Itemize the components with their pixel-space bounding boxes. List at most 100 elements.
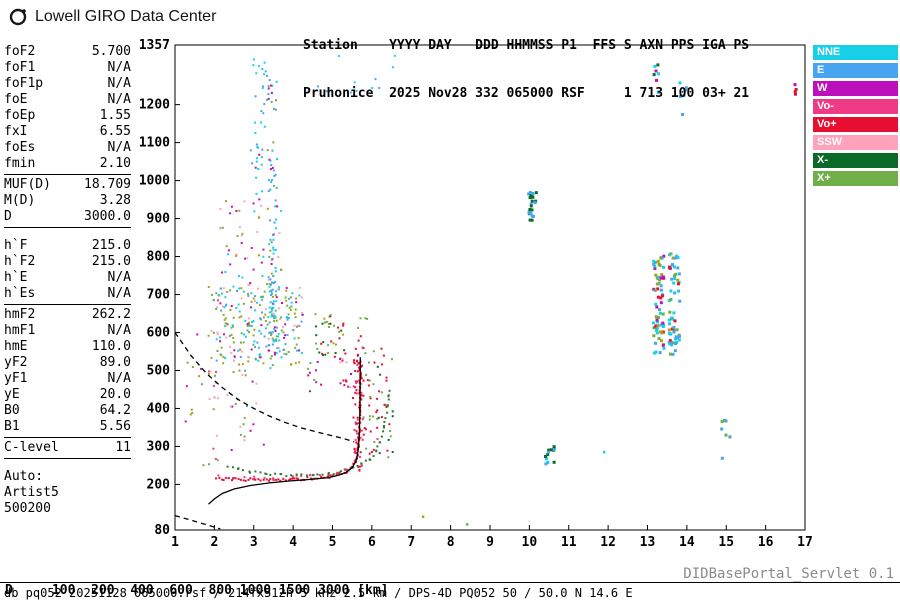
- param-row-fof2: foF2 5.700: [4, 44, 131, 60]
- svg-text:14: 14: [679, 535, 695, 550]
- svg-text:300: 300: [147, 439, 171, 454]
- param-row-foe: foE N/A: [4, 92, 131, 108]
- param-value: 262.2: [91, 307, 131, 322]
- svg-text:80: 80: [154, 523, 170, 538]
- svg-text:5: 5: [329, 535, 337, 550]
- param-value: N/A: [107, 270, 131, 285]
- param-row-auto: Auto:: [4, 469, 131, 485]
- svg-text:17: 17: [797, 535, 813, 550]
- muf-distance-table: D 100 200 400 600 800 1000 1500 3000 [km…: [5, 551, 396, 600]
- svg-text:13: 13: [640, 535, 656, 550]
- param-row-hf: h`F 215.0: [4, 238, 131, 254]
- param-value: N/A: [107, 60, 131, 75]
- status-line: db pq052 20251128 065000.rsf / 214fx512h…: [4, 586, 633, 600]
- param-value: N/A: [107, 371, 131, 386]
- svg-text:900: 900: [147, 212, 171, 227]
- param-value: 1.55: [99, 108, 131, 123]
- param-value: 110.0: [91, 339, 131, 354]
- param-label: foF1: [4, 60, 36, 75]
- svg-text:16: 16: [758, 535, 774, 550]
- legend-item-w: W: [813, 81, 898, 96]
- param-label: h`F2: [4, 254, 36, 269]
- legend-item-vo: Vo-: [813, 99, 898, 114]
- param-value: 18.709: [84, 177, 131, 192]
- param-label: h`Es: [4, 286, 36, 301]
- param-label: fxI: [4, 124, 28, 139]
- param-row-fof1: foF1 N/A: [4, 60, 131, 76]
- legend-item-ssw: SSW: [813, 135, 898, 150]
- param-label: Artist5: [4, 485, 59, 500]
- param-row-hme: hmE 110.0: [4, 339, 131, 355]
- param-value: 2.10: [99, 156, 131, 171]
- svg-text:9: 9: [486, 535, 494, 550]
- station-header: Station YYYY DAY DDD HHMMSS P1 FFS S AXN…: [303, 6, 749, 134]
- svg-text:600: 600: [147, 326, 171, 341]
- param-label: h`F: [4, 238, 28, 253]
- param-label: foF1p: [4, 76, 44, 91]
- param-row-md: M(D) 3.28: [4, 193, 131, 209]
- giro-logo-text: Lowell GIRO Data Center: [35, 8, 217, 25]
- param-value: 3000.0: [84, 209, 131, 224]
- param-label: D: [4, 209, 12, 224]
- param-divider: [4, 174, 131, 175]
- param-divider: [4, 227, 131, 228]
- servlet-version: DIDBasePortal_Servlet 0.1: [683, 566, 894, 582]
- param-label: foE: [4, 92, 28, 107]
- param-value: N/A: [107, 76, 131, 91]
- footer-divider: [0, 582, 900, 583]
- param-row-hmf2: hmF2 262.2: [4, 307, 131, 323]
- legend-item-x: X-: [813, 153, 898, 168]
- legend-item-x: X+: [813, 171, 898, 186]
- legend-item-e: E: [813, 63, 898, 78]
- param-label: fmin: [4, 156, 36, 171]
- station-header-line2: Pruhonice 2025 Nov28 332 065000 RSF 1 71…: [303, 86, 750, 101]
- param-row-fmin: fmin 2.10: [4, 156, 131, 172]
- param-row-clevel: C-level 11: [4, 440, 131, 456]
- param-label: yE: [4, 387, 20, 402]
- param-row-artist5: Artist5: [4, 485, 131, 501]
- svg-text:15: 15: [718, 535, 734, 550]
- param-row-500200: 500200: [4, 501, 131, 517]
- param-divider: [4, 437, 131, 438]
- svg-text:1000: 1000: [139, 174, 170, 189]
- param-divider: [4, 304, 131, 305]
- param-row-d: D 3000.0: [4, 209, 131, 225]
- param-value: N/A: [107, 140, 131, 155]
- param-value: 5.56: [99, 419, 131, 434]
- svg-text:3: 3: [250, 535, 258, 550]
- param-label: yF2: [4, 355, 28, 370]
- svg-text:1: 1: [171, 535, 179, 550]
- param-label: hmE: [4, 339, 28, 354]
- param-value: 11: [115, 440, 131, 455]
- param-label: hmF2: [4, 307, 36, 322]
- legend-item-vo: Vo+: [813, 117, 898, 132]
- param-value: 6.55: [99, 124, 131, 139]
- legend-item-nne: NNE: [813, 45, 898, 60]
- svg-text:500: 500: [147, 363, 171, 378]
- param-spacer: [4, 461, 131, 469]
- svg-text:800: 800: [147, 250, 171, 265]
- param-row-hes: h`Es N/A: [4, 286, 131, 302]
- svg-text:7: 7: [407, 535, 415, 550]
- parameter-panel: foF2 5.700 foF1 N/A foF1p N/A foE N/A foEp 1.55 fx…: [4, 44, 131, 517]
- param-row-yf1: yF1 N/A: [4, 371, 131, 387]
- svg-text:700: 700: [147, 288, 171, 303]
- param-row-he: h`E N/A: [4, 270, 131, 286]
- param-label: Auto:: [4, 469, 44, 484]
- svg-text:4: 4: [289, 535, 297, 550]
- station-header-line1: Station YYYY DAY DDD HHMMSS P1 FFS S AXN…: [303, 38, 750, 53]
- param-label: hmF1: [4, 323, 36, 338]
- param-value: N/A: [107, 286, 131, 301]
- param-value: N/A: [107, 323, 131, 338]
- param-row-fxi: fxI 6.55: [4, 124, 131, 140]
- param-row-foep: foEp 1.55: [4, 108, 131, 124]
- param-spacer: [4, 230, 131, 238]
- giro-logo-icon: [9, 8, 27, 26]
- svg-text:200: 200: [147, 477, 171, 492]
- param-row-b0: B0 64.2: [4, 403, 131, 419]
- param-value: 64.2: [99, 403, 131, 418]
- svg-text:1100: 1100: [139, 136, 170, 151]
- param-row-hf2: h`F2 215.0: [4, 254, 131, 270]
- param-label: foEp: [4, 108, 36, 123]
